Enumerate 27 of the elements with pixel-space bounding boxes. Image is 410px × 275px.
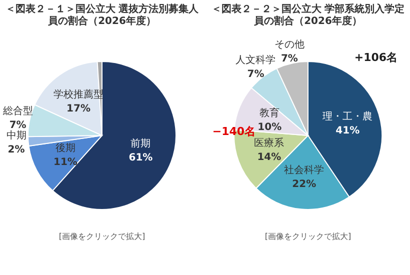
slice-label: 前期 [130, 137, 151, 150]
data-label: 22% [292, 178, 316, 190]
data-label: 11% [54, 157, 78, 168]
text: −140名 [212, 125, 256, 138]
slice-label: 総合型 [2, 104, 33, 117]
data-label: 7% [247, 69, 264, 80]
slice-label: 医療系 [254, 137, 284, 150]
text: [画像をクリックで拡大] [264, 232, 352, 241]
data-label: 7% [9, 120, 26, 131]
data-label: 61% [128, 152, 153, 164]
data-label: 17% [66, 103, 90, 114]
slice-label: 後期 [55, 142, 76, 154]
data-label: 7% [280, 54, 298, 65]
data-label: 2% [8, 144, 25, 156]
slice-label: 理・工・農 [322, 110, 373, 122]
text: [画像をクリックで拡大] [58, 232, 146, 241]
chart-title: ＜図表２－２＞国公立大 学部系統別入学定員の割合（2026年度） [211, 3, 405, 27]
slice-label: 教育 [260, 106, 280, 119]
data-label: 10% [258, 122, 282, 133]
data-label: 41% [336, 125, 360, 136]
slice-label: その他 [274, 38, 304, 51]
text: +106名 [354, 51, 398, 64]
slice-label: 人文科学 [236, 54, 276, 66]
slice-label: 社会科学 [284, 164, 324, 176]
chart-title: ＜図表２－１＞国公立大 選抜方法別募集人員の割合（2026年度） [5, 3, 200, 27]
slice-label: 中期 [6, 129, 26, 142]
data-label: 14% [257, 152, 282, 164]
